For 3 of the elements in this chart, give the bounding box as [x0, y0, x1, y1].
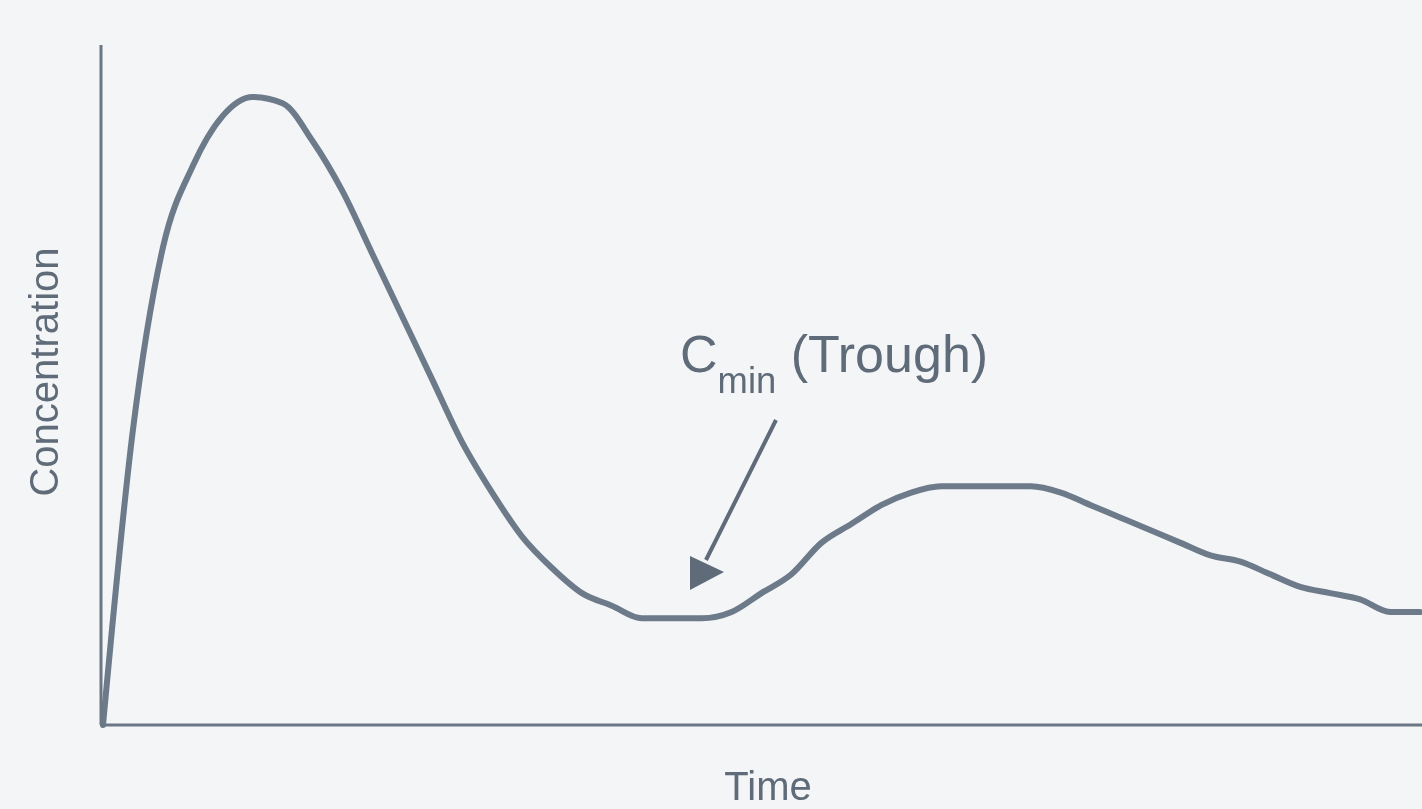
y-axis-title: Concentration: [22, 247, 66, 497]
x-axis-title: Time: [724, 764, 812, 808]
annotation: C$_{min}$ (Trough): [680, 325, 989, 401]
